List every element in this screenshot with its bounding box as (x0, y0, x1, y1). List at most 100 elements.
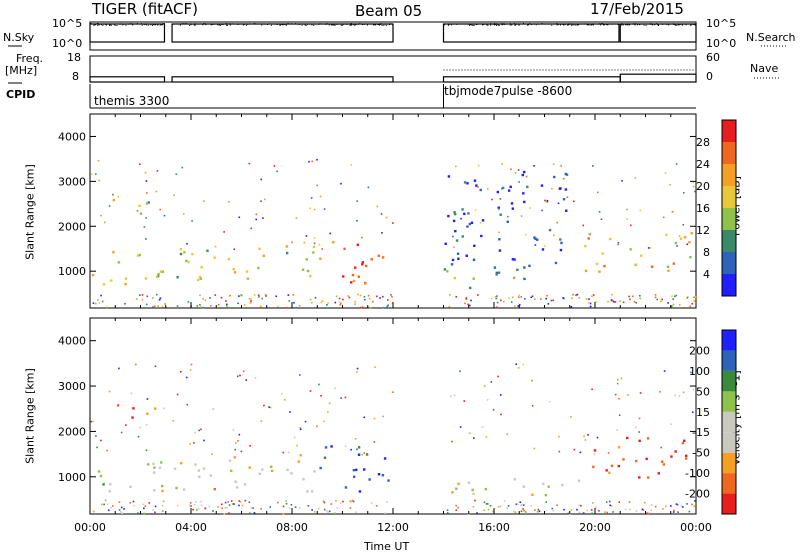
power-cell (595, 262, 599, 266)
velocity-cell (282, 512, 285, 515)
power-cell (639, 209, 642, 212)
power-cell (592, 294, 595, 296)
power-cell (255, 213, 258, 216)
power-cell (634, 177, 637, 179)
power-cell (293, 301, 295, 304)
velocity-cell (531, 405, 534, 407)
nsky-dot (313, 24, 315, 26)
power-cell (629, 224, 632, 227)
velocity-cell (163, 407, 165, 410)
power-cell (260, 178, 262, 181)
velocity-cell (476, 512, 478, 514)
power-cell (191, 252, 194, 256)
power-cell (250, 227, 253, 230)
velocity-cell (211, 453, 213, 455)
velocity-cell (261, 468, 264, 471)
velocity-cell (173, 467, 177, 470)
nsky-dot (497, 24, 499, 26)
power-cell (199, 277, 203, 280)
velocity-cell (195, 509, 198, 512)
velocity-cell (228, 512, 230, 514)
velocity-cell (238, 500, 241, 502)
nsky-dot (226, 24, 228, 26)
nsky-dot (129, 23, 131, 25)
velocity-cell (282, 505, 285, 508)
power-cell (200, 306, 202, 308)
power-cell (124, 277, 128, 280)
nsky-dot (654, 24, 656, 26)
power-cell (540, 184, 544, 187)
power-cell (342, 298, 344, 301)
nsky-dot (281, 23, 283, 25)
velocity-cell (646, 512, 648, 515)
nsky-dot (649, 23, 651, 25)
velocity-cell (224, 501, 227, 504)
power-cell (98, 302, 101, 304)
power-cell (444, 242, 447, 245)
power-cell (376, 205, 379, 208)
power-cell (104, 221, 106, 224)
power-cell (179, 252, 183, 256)
velocity-cell (638, 417, 641, 420)
velocity-cell (212, 510, 214, 512)
nsky-dot (354, 24, 356, 26)
power-cell (626, 208, 628, 211)
power-cell (352, 279, 356, 283)
nsky-dot (267, 23, 269, 25)
power-cell (558, 187, 562, 190)
velocity-cell (582, 512, 585, 514)
velocity-colorbar-swatch (722, 432, 736, 453)
nsky-dot (97, 23, 99, 25)
power-cell (95, 302, 97, 305)
nsky-dot (551, 24, 553, 26)
nsky-dot (315, 23, 317, 25)
nsky-dot (255, 23, 257, 25)
power-cell (250, 300, 252, 302)
power-cell (589, 302, 592, 305)
power-colorbar-tick-label: 16 (696, 202, 710, 215)
nsky-dot (244, 23, 246, 25)
power-cell (526, 185, 529, 189)
nsky-dot (226, 23, 228, 25)
nsky-dot (603, 24, 605, 26)
nsky-dot (494, 23, 496, 25)
nsky-dot (482, 23, 484, 25)
nsky-dot (562, 23, 564, 25)
nsky-dot (627, 23, 629, 25)
power-cell (351, 273, 355, 277)
power-cell (510, 168, 512, 171)
velocity-cell (607, 452, 610, 454)
nsky-dot (147, 24, 149, 26)
nsky-dot (154, 24, 156, 26)
velocity-cell (674, 394, 676, 397)
power-colorbar-swatch (722, 142, 736, 164)
velocity-cell (277, 501, 279, 504)
power-cell (501, 187, 503, 190)
velocity-cell (110, 506, 112, 509)
velocity-cell (622, 458, 625, 461)
nsky-dot (501, 23, 503, 25)
velocity-cell (132, 407, 135, 410)
power-cell (610, 299, 613, 301)
velocity-cell (118, 367, 120, 370)
power-cell (523, 200, 526, 204)
nsky-dot (100, 23, 102, 25)
power-ytick-label: 2000 (58, 220, 86, 233)
nsky-dot (242, 24, 244, 26)
power-cell (675, 163, 678, 165)
velocity-cell (221, 507, 223, 510)
power-cell (619, 300, 621, 302)
power-cell (152, 297, 154, 299)
nsky-dot (600, 23, 602, 25)
power-cell (592, 165, 594, 167)
velocity-cell (591, 388, 593, 391)
nsky-dot (145, 24, 147, 26)
velocity-cell (665, 505, 667, 508)
velocity-cell (681, 441, 685, 445)
power-cell (523, 298, 526, 300)
power-cell (139, 163, 141, 166)
velocity-cell (563, 508, 565, 511)
velocity-cell (468, 432, 471, 435)
velocity-cell (642, 509, 645, 511)
velocity-cell (484, 487, 487, 491)
